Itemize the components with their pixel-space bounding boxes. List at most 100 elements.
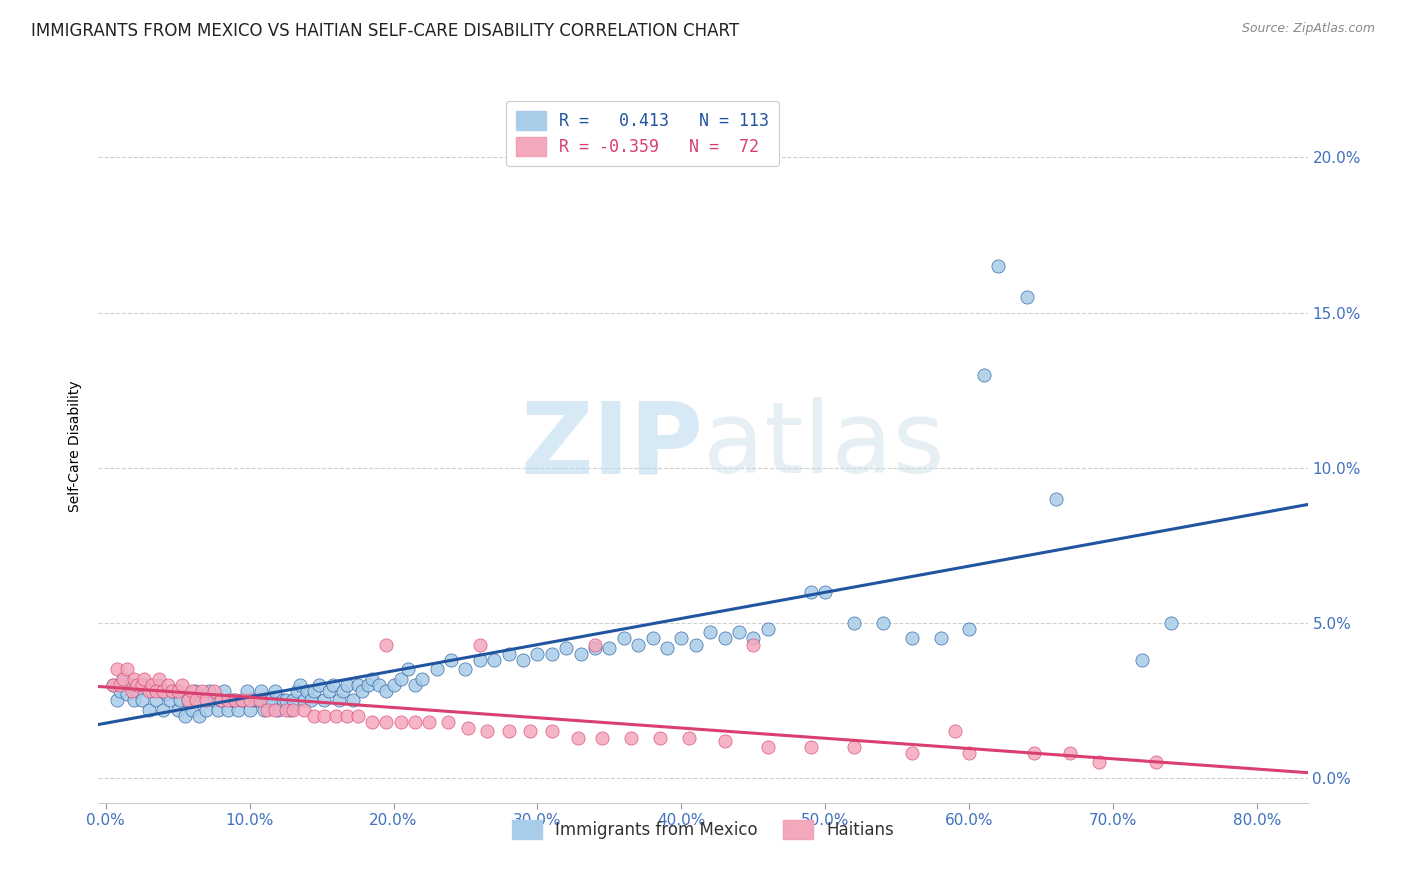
Point	[583, 638, 606, 652]
Point	[361, 715, 384, 730]
Text: IMMIGRANTS FROM MEXICO VS HAITIAN SELF-CARE DISABILITY CORRELATION CHART: IMMIGRANTS FROM MEXICO VS HAITIAN SELF-C…	[31, 22, 740, 40]
Point	[350, 684, 373, 698]
Point	[567, 731, 589, 745]
Point	[207, 703, 229, 717]
Point	[304, 709, 326, 723]
Point	[678, 731, 700, 745]
Point	[957, 622, 980, 636]
Point	[526, 647, 548, 661]
Point	[742, 638, 765, 652]
Point	[1130, 653, 1153, 667]
Point	[375, 684, 398, 698]
Point	[404, 678, 426, 692]
Point	[454, 662, 477, 676]
Point	[166, 684, 188, 698]
Point	[253, 703, 276, 717]
Point	[202, 684, 225, 698]
Point	[176, 693, 198, 707]
Point	[713, 632, 735, 646]
Point	[176, 693, 198, 707]
Point	[655, 640, 678, 655]
Point	[260, 693, 283, 707]
Point	[973, 368, 995, 382]
Point	[375, 715, 398, 730]
Point	[512, 653, 534, 667]
Point	[336, 709, 359, 723]
Point	[239, 693, 262, 707]
Point	[356, 678, 378, 692]
Point	[756, 739, 779, 754]
Point	[127, 678, 149, 692]
Point	[318, 684, 340, 698]
Point	[121, 678, 143, 692]
Text: ZIP: ZIP	[520, 398, 703, 494]
Point	[156, 678, 179, 692]
Point	[209, 693, 232, 707]
Point	[540, 647, 562, 661]
Point	[121, 684, 143, 698]
Point	[134, 678, 156, 692]
Point	[844, 615, 866, 630]
Point	[152, 703, 174, 717]
Point	[250, 684, 273, 698]
Point	[641, 632, 664, 646]
Point	[699, 625, 721, 640]
Point	[198, 684, 221, 698]
Point	[498, 647, 520, 661]
Point	[108, 678, 131, 692]
Point	[598, 640, 620, 655]
Point	[264, 703, 287, 717]
Point	[231, 693, 253, 707]
Point	[346, 709, 368, 723]
Point	[141, 678, 163, 692]
Point	[800, 739, 823, 754]
Point	[257, 693, 280, 707]
Point	[292, 703, 315, 717]
Point	[301, 693, 323, 707]
Point	[304, 684, 326, 698]
Point	[671, 632, 693, 646]
Point	[1144, 756, 1167, 770]
Point	[235, 684, 257, 698]
Point	[756, 622, 779, 636]
Point	[186, 693, 208, 707]
Point	[957, 746, 980, 760]
Point	[540, 724, 562, 739]
Point	[181, 703, 204, 717]
Point	[844, 739, 866, 754]
Point	[271, 693, 294, 707]
Point	[396, 662, 419, 676]
Point	[713, 733, 735, 747]
Point	[325, 709, 347, 723]
Text: Source: ZipAtlas.com: Source: ZipAtlas.com	[1241, 22, 1375, 36]
Point	[322, 678, 344, 692]
Point	[929, 632, 952, 646]
Point	[285, 684, 308, 698]
Point	[440, 653, 463, 667]
Point	[404, 715, 426, 730]
Point	[519, 724, 541, 739]
Point	[346, 678, 368, 692]
Point	[105, 693, 128, 707]
Point	[484, 653, 506, 667]
Point	[148, 678, 170, 692]
Point	[124, 693, 146, 707]
Point	[591, 731, 613, 745]
Point	[583, 640, 606, 655]
Point	[221, 693, 243, 707]
Y-axis label: Self-Care Disability: Self-Care Disability	[69, 380, 83, 512]
Point	[468, 653, 491, 667]
Point	[231, 693, 253, 707]
Point	[332, 684, 354, 698]
Point	[188, 709, 211, 723]
Point	[217, 693, 239, 707]
Point	[288, 678, 311, 692]
Point	[1059, 746, 1081, 760]
Point	[1160, 615, 1182, 630]
Point	[166, 703, 188, 717]
Text: atlas: atlas	[703, 398, 945, 494]
Point	[108, 684, 131, 698]
Point	[1045, 491, 1067, 506]
Point	[169, 693, 191, 707]
Point	[800, 584, 823, 599]
